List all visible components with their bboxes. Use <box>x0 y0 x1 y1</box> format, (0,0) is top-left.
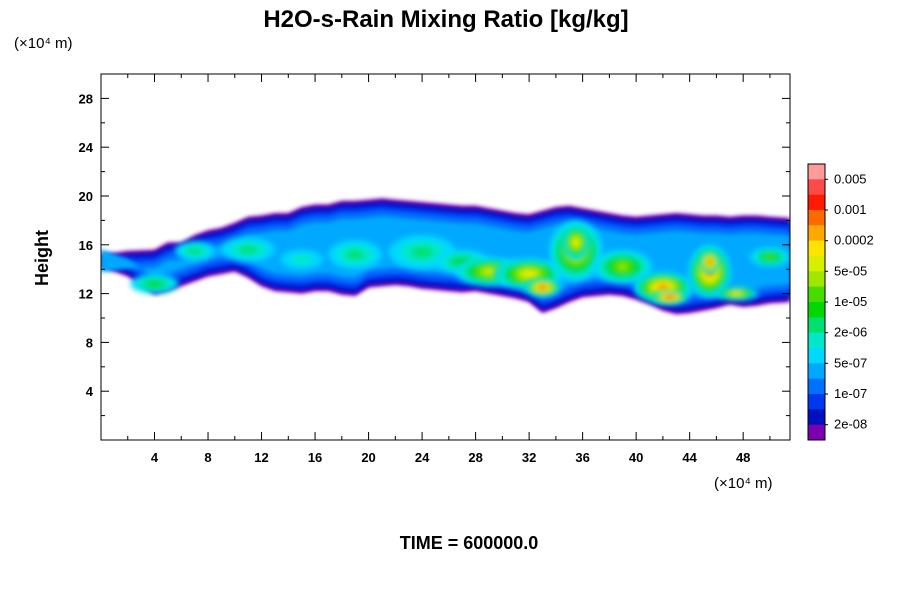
y-tick-label: 8 <box>86 335 93 350</box>
core-9 <box>523 277 562 298</box>
x-unit-label: (×10⁴ m) <box>714 475 773 492</box>
colorbar-label: 2e-08 <box>834 417 867 432</box>
y-tick-label: 16 <box>79 238 93 253</box>
colorbar-label: 0.0002 <box>834 233 874 248</box>
x-tick-label: 36 <box>575 450 589 465</box>
x-tick-label: 32 <box>522 450 536 465</box>
mixing-ratio-field <box>101 198 790 315</box>
core-1 <box>174 241 215 261</box>
x-tick-label: 8 <box>204 450 211 465</box>
y-tick-label: 4 <box>86 384 94 399</box>
core-2 <box>221 237 275 262</box>
x-tick-label: 24 <box>415 450 430 465</box>
colorbar: 0.005 0.001 0.0002 5e-05 1e-05 2e-06 5e-07 1e-0… <box>807 163 874 441</box>
colorbar-label: 2e-06 <box>834 325 867 340</box>
y-tick-label: 28 <box>79 91 93 106</box>
colorbar-swatch-6 <box>808 256 825 272</box>
colorbar-swatch-12 <box>808 348 825 364</box>
x-tick-label: 44 <box>682 450 697 465</box>
core-3 <box>280 249 324 270</box>
colorbar-swatch-11 <box>808 332 825 349</box>
colorbar-label: 5e-07 <box>834 355 867 370</box>
colorbar-swatch-15 <box>808 394 825 410</box>
colorbar-swatch-17 <box>808 424 825 441</box>
y-tick-label: 12 <box>79 287 93 302</box>
colorbar-label: 5e-05 <box>834 263 867 278</box>
x-tick-label: 28 <box>468 450 482 465</box>
colorbar-swatch-1 <box>808 179 825 196</box>
core-11 <box>561 224 591 261</box>
colorbar-swatch-3 <box>808 210 825 226</box>
x-tick-label: 4 <box>151 450 159 465</box>
colorbar-label: 1e-07 <box>834 386 867 401</box>
colorbar-swatch-13 <box>808 363 825 380</box>
time-footer: TIME = 600000.0 <box>400 533 539 553</box>
colorbar-swatch-10 <box>808 317 825 334</box>
y-tick-label: 24 <box>79 140 94 155</box>
core-18 <box>749 247 790 267</box>
colorbar-swatch-8 <box>808 286 825 303</box>
colorbar-swatch-0 <box>808 164 825 180</box>
colorbar-swatch-9 <box>808 302 825 318</box>
core-12 <box>593 249 653 284</box>
chart-title: H2O-s-Rain Mixing Ratio [kg/kg] <box>263 6 628 33</box>
colorbar-swatch-5 <box>808 240 825 257</box>
colorbar-swatch-4 <box>808 225 825 242</box>
plot-frame <box>100 73 791 441</box>
colorbar-label: 1e-05 <box>834 294 867 309</box>
core-14 <box>650 289 689 305</box>
core-17 <box>715 286 758 301</box>
core-0 <box>130 274 179 294</box>
colorbar-swatch-14 <box>808 378 825 395</box>
colorbar-label: 0.005 <box>834 171 867 186</box>
y-axis-label: Height <box>32 230 52 286</box>
colorbar-swatch-7 <box>808 271 825 288</box>
x-tick-label: 20 <box>361 450 375 465</box>
x-tick-label: 48 <box>736 450 750 465</box>
core-4 <box>328 239 382 270</box>
y-unit-label: (×10⁴ m) <box>14 35 73 52</box>
x-tick-label: 16 <box>308 450 322 465</box>
colorbar-swatch-16 <box>808 409 825 426</box>
core-5 <box>388 235 456 270</box>
colorbar-swatch-2 <box>808 194 825 211</box>
y-tick-label: 20 <box>79 189 93 204</box>
x-tick-label: 40 <box>629 450 643 465</box>
colorbar-label: 0.001 <box>834 202 867 217</box>
core-16 <box>699 249 721 275</box>
x-tick-label: 12 <box>254 450 268 465</box>
